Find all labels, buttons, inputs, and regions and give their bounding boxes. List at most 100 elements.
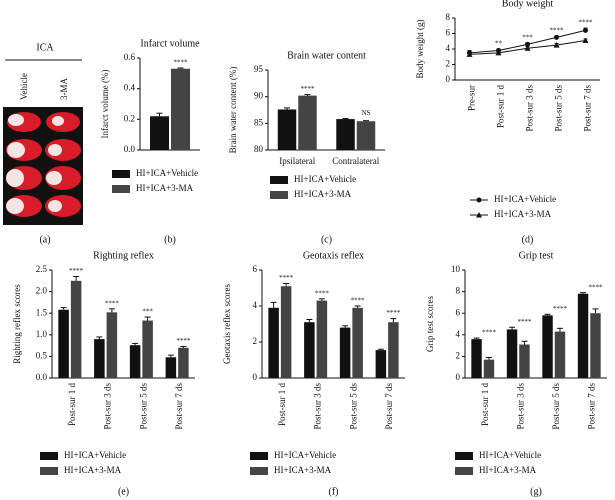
x-tick-label: Post-sur 3 ds bbox=[515, 383, 525, 430]
y-tick-label: 85 bbox=[254, 117, 264, 127]
y-axis-label: Righting reflex scores bbox=[12, 284, 22, 364]
significance-label: **** bbox=[550, 26, 565, 34]
legend-swatch bbox=[112, 170, 130, 178]
y-tick-label: 4 bbox=[253, 300, 258, 310]
x-tick-label: Post-sur 5 ds bbox=[348, 383, 358, 430]
chart-title: Body weight bbox=[502, 0, 554, 9]
legend-swatch bbox=[40, 467, 58, 475]
legend-label: HI+ICA+Vehicle bbox=[64, 450, 126, 460]
significance-label: **** bbox=[482, 329, 497, 337]
x-tick-label: Ipsilateral bbox=[279, 156, 315, 166]
panel-caption: (b) bbox=[164, 234, 176, 245]
y-tick-label: 8 bbox=[456, 286, 461, 296]
y-tick-label: 6 bbox=[446, 28, 451, 38]
bar bbox=[519, 344, 530, 378]
significance-label: **** bbox=[174, 59, 189, 67]
y-tick-label: 0.4 bbox=[124, 83, 136, 93]
panel-a-label: 3-MA bbox=[59, 78, 69, 100]
panel-caption: (f) bbox=[329, 486, 339, 497]
legend-swatch bbox=[250, 467, 268, 475]
bar bbox=[58, 309, 69, 378]
marker bbox=[582, 37, 589, 43]
legend-label: HI+ICA+Vehicle bbox=[294, 174, 356, 184]
chart-title: Righting reflex bbox=[93, 250, 154, 261]
significance-label: *** bbox=[522, 33, 533, 41]
legend-label: HI+ICA+3-MA bbox=[274, 465, 332, 475]
legend-swatch bbox=[250, 452, 268, 460]
y-tick-label: 6 bbox=[456, 307, 461, 317]
x-tick-label: Post-sur 1 d bbox=[480, 383, 490, 427]
x-tick-label: Post-sur 7 ds bbox=[586, 383, 596, 430]
y-tick-label: 0 bbox=[446, 74, 451, 84]
y-tick-label: 2.0 bbox=[36, 286, 48, 296]
marker bbox=[466, 51, 473, 57]
legend-label: HI+ICA+3-MA bbox=[294, 189, 352, 199]
bar bbox=[542, 315, 553, 378]
chart-title: Infarct volume bbox=[140, 38, 200, 49]
bar bbox=[142, 320, 153, 378]
legend-swatch bbox=[270, 191, 288, 199]
y-tick-label: 4 bbox=[456, 329, 461, 339]
significance-label: ** bbox=[495, 40, 503, 48]
x-tick-label: Post-sur 1 d bbox=[67, 383, 77, 427]
y-tick-label: 0.0 bbox=[36, 372, 48, 382]
significance-label: NS bbox=[362, 109, 371, 117]
bar bbox=[356, 121, 376, 150]
x-tick-label: Post-sur 7 ds bbox=[384, 383, 394, 430]
significance-label: **** bbox=[588, 283, 603, 291]
marker bbox=[524, 45, 531, 51]
bar bbox=[280, 286, 292, 378]
bar bbox=[316, 300, 328, 378]
x-tick-label: Post-sur 3 ds bbox=[525, 85, 535, 132]
bar bbox=[483, 359, 495, 378]
y-tick-label: 8 bbox=[446, 12, 451, 22]
legend-swatch bbox=[40, 452, 58, 460]
significance-label: *** bbox=[142, 308, 153, 316]
marker bbox=[583, 27, 588, 33]
legend-label: HI+ICA+Vehicle bbox=[479, 450, 541, 460]
legend-swatch bbox=[455, 467, 473, 475]
legend-label: HI+ICA+Vehicle bbox=[136, 168, 198, 178]
panel-caption: (c) bbox=[321, 234, 332, 245]
bar bbox=[336, 119, 355, 150]
y-axis-label: Infarct volume (%) bbox=[100, 70, 110, 139]
significance-label: **** bbox=[553, 305, 568, 313]
legend-label: HI+ICA+3-MA bbox=[494, 209, 552, 219]
bar bbox=[277, 109, 297, 150]
significance-label: **** bbox=[315, 289, 330, 297]
y-axis-label: Brain water content (%) bbox=[228, 67, 238, 154]
bar bbox=[590, 313, 601, 378]
x-tick-label: Post-sur 1 d bbox=[277, 383, 287, 427]
y-tick-label: 0.2 bbox=[124, 113, 135, 123]
y-tick-label: 95 bbox=[254, 64, 264, 74]
x-tick-label: Post-sur 7 ds bbox=[583, 85, 593, 132]
bar bbox=[150, 116, 169, 150]
bar bbox=[375, 350, 387, 378]
y-axis-label: Grip test scores bbox=[425, 296, 435, 352]
bar bbox=[471, 339, 482, 378]
x-tick-label: Post-sur 5 ds bbox=[551, 383, 561, 430]
y-tick-label: 2 bbox=[456, 350, 461, 360]
x-tick-label: Pre-sur bbox=[467, 85, 477, 111]
panel-a-label: Vehicle bbox=[19, 73, 29, 100]
marker bbox=[525, 41, 530, 47]
y-tick-label: 1.5 bbox=[36, 307, 48, 317]
bar bbox=[106, 312, 118, 378]
y-tick-label: 10 bbox=[451, 264, 461, 274]
y-tick-label: 80 bbox=[254, 144, 264, 154]
y-tick-label: 1.0 bbox=[36, 329, 48, 339]
y-axis-label: Geotaxis reflex scores bbox=[222, 284, 232, 364]
bar bbox=[70, 280, 82, 378]
significance-label: **** bbox=[351, 297, 366, 305]
y-tick-label: 0 bbox=[253, 372, 258, 382]
bar bbox=[178, 347, 189, 378]
y-tick-label: 4 bbox=[446, 43, 451, 53]
panel-caption: (d) bbox=[522, 234, 534, 245]
significance-label: **** bbox=[105, 299, 120, 307]
legend-marker bbox=[476, 212, 482, 218]
y-tick-label: 0.0 bbox=[124, 144, 136, 154]
legend-label: HI+ICA+3-MA bbox=[136, 183, 194, 193]
x-tick-label: Post-sur 3 ds bbox=[313, 383, 323, 430]
bar bbox=[268, 307, 279, 378]
